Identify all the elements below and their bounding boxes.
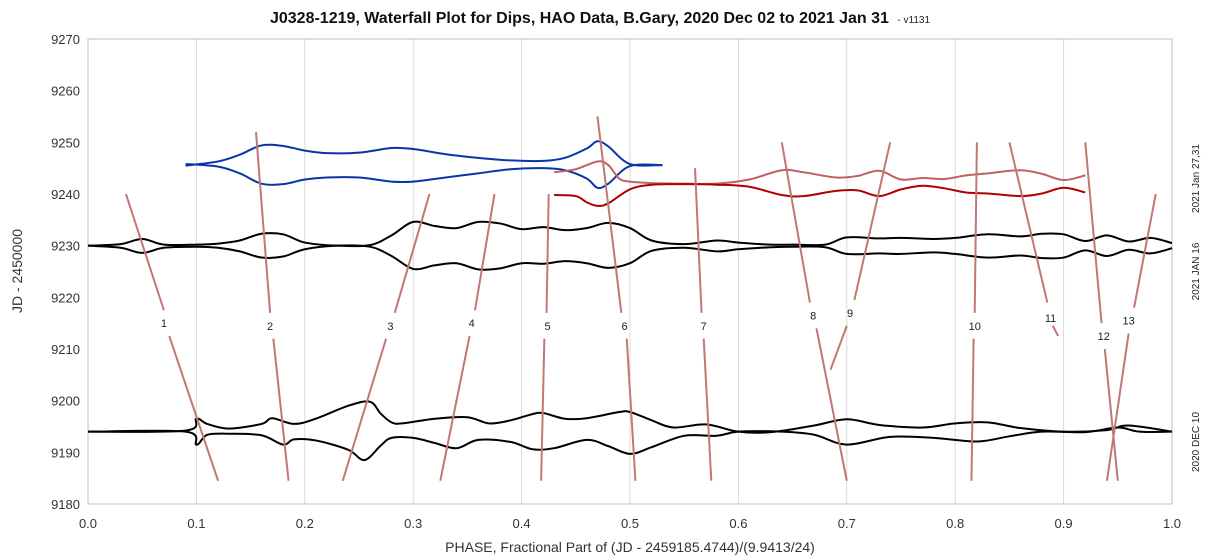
- dip-marker-line: [1103, 348, 1119, 481]
- dip-marker-line: [474, 193, 496, 311]
- x-tick-label: 0.9: [1055, 516, 1073, 531]
- plot-area-frame: [87, 38, 1173, 505]
- dip-label: 3: [387, 321, 393, 333]
- y-tick-label: 9220: [51, 290, 80, 305]
- dip-marker-line: [1105, 333, 1130, 481]
- x-axis-title: PHASE, Fractional Part of (JD - 2459185.…: [445, 539, 815, 555]
- dip-label: 12: [1098, 331, 1110, 343]
- dip-marker-line: [545, 193, 550, 313]
- y-axis-ticks: 9180 9190 9200 9210 9220 9230 9240 9250 9260 9270: [51, 32, 80, 512]
- y-tick-label: 9210: [51, 342, 80, 357]
- dip-marker-line: [970, 338, 975, 481]
- dip-marker-line: [829, 325, 848, 371]
- dip-label: 7: [701, 321, 707, 333]
- dip-label: 5: [545, 321, 551, 333]
- dip-marker-line: [815, 328, 848, 481]
- y-tick-label: 9230: [51, 239, 80, 254]
- y-axis-title: JD - 2450000: [9, 229, 25, 313]
- dip-label: 10: [969, 321, 981, 333]
- dip-marker-line: [1133, 193, 1157, 308]
- data-series: [87, 140, 1173, 462]
- y-tick-label: 9240: [51, 187, 80, 202]
- date-label: 2021 JAN 16: [1191, 242, 1202, 300]
- dip-marker-line: [702, 338, 713, 481]
- dip-marker-line: [341, 338, 388, 482]
- x-tick-label: 0.1: [187, 516, 205, 531]
- dip-label: 6: [622, 321, 628, 333]
- y-tick-label: 9270: [51, 32, 80, 47]
- date-label: 2021 Jan 27,31: [1191, 144, 1202, 213]
- dip-marker-line: [272, 338, 290, 481]
- series-line: [87, 220, 1173, 248]
- y-tick-label: 9260: [51, 84, 80, 99]
- dip-marker-line: [540, 338, 546, 481]
- dip-marker-line: [853, 142, 892, 301]
- dip-marker-line: [168, 335, 220, 482]
- dip-label: 11: [1045, 313, 1056, 325]
- series-line: [185, 163, 663, 190]
- dip-label: 2: [267, 321, 273, 333]
- dip-marker-line: [694, 168, 703, 313]
- x-tick-label: 0.2: [296, 516, 314, 531]
- dip-marker-line: [596, 116, 623, 313]
- series-line: [553, 160, 1086, 185]
- dip-marker-line: [1051, 325, 1060, 337]
- dip-marker-line: [1084, 142, 1103, 324]
- dip-label: 8: [810, 310, 816, 322]
- dip-label: 4: [469, 318, 475, 330]
- x-tick-label: 0.6: [729, 516, 747, 531]
- dip-marker-line: [393, 193, 431, 314]
- dip-label: 13: [1123, 316, 1135, 328]
- dip-marker-line: [124, 193, 165, 311]
- x-tick-label: 0.3: [404, 516, 422, 531]
- y-tick-label: 9200: [51, 394, 80, 409]
- x-tick-label: 0.8: [946, 516, 964, 531]
- series-line: [87, 400, 1173, 434]
- dip-marker-line: [625, 338, 637, 481]
- dip-marker-line: [255, 131, 272, 313]
- dip-marker-line: [1008, 142, 1049, 303]
- chart-title-group: J0328-1219, Waterfall Plot for Dips, HAO…: [270, 10, 930, 27]
- x-tick-label: 0.4: [513, 516, 531, 531]
- grid-lines: [195, 39, 1065, 504]
- series-line: [87, 244, 1173, 271]
- y-tick-label: 9180: [51, 497, 80, 512]
- dip-marker-line: [973, 142, 978, 313]
- x-axis-ticks: 0.0 0.1 0.2 0.3 0.4 0.5 0.6 0.7 0.8 0.9 1.0: [79, 516, 1181, 531]
- x-tick-label: 0.5: [621, 516, 639, 531]
- dip-label: 9: [847, 308, 853, 320]
- y-tick-label: 9250: [51, 135, 80, 150]
- dip-marker-line: [780, 142, 811, 303]
- date-label: 2020 DEC 10: [1191, 412, 1202, 472]
- series-line: [185, 140, 663, 167]
- x-tick-label: 0.7: [838, 516, 856, 531]
- chart-title: J0328-1219, Waterfall Plot for Dips, HAO…: [270, 10, 889, 27]
- x-tick-label: 1.0: [1163, 516, 1181, 531]
- dip-marker-line: [439, 335, 471, 481]
- dip-label: 1: [161, 318, 167, 330]
- y-tick-label: 9190: [51, 445, 80, 460]
- chart-subtitle: - v1131: [897, 15, 930, 26]
- series-line: [554, 183, 1086, 207]
- x-tick-label: 0.0: [79, 516, 97, 531]
- date-labels: 2021 Jan 27,31 2021 JAN 16 2020 DEC 10: [1191, 144, 1202, 472]
